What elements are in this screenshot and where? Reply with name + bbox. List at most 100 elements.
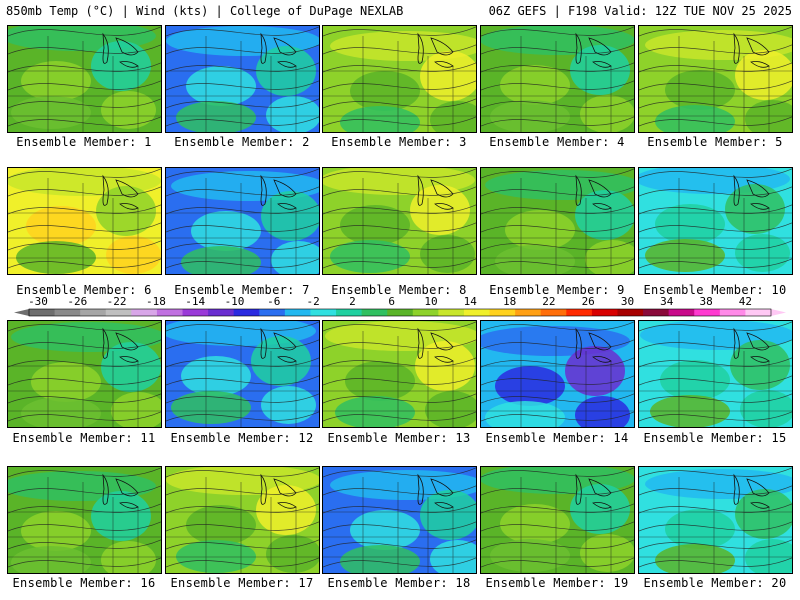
map-temperature-field [166,168,319,274]
map-temperature-field [481,168,634,274]
ensemble-map-panel [638,25,793,133]
ensemble-member-caption: Ensemble Member: 20 [643,576,787,590]
map-temperature-field [8,26,161,132]
ensemble-member-caption: Ensemble Member: 13 [327,431,471,445]
ensemble-map-panel [322,466,477,574]
map-temperature-field [481,26,634,132]
ensemble-map-panel [322,320,477,428]
colorbar-swatch [259,309,286,316]
map-temperature-field [8,168,161,274]
ensemble-map-panel [480,167,635,275]
colorbar-swatch [80,309,107,316]
ensemble-member-caption: Ensemble Member: 6 [16,283,152,297]
colorbar-tick-label: -26 [67,295,87,308]
ensemble-member-caption: Ensemble Member: 15 [643,431,787,445]
colorbar-tick-label: -22 [107,295,127,308]
colorbar-right-arrow [771,309,786,316]
colorbar-left-arrow [14,309,29,316]
map-temperature-field [8,467,161,573]
ensemble-map-panel [165,167,320,275]
colorbar-swatch [105,309,132,316]
header-right-title: 06Z GEFS | F198 Valid: 12Z TUE NOV 25 20… [488,4,792,18]
map-temperature-field [323,26,476,132]
colorbar-swatch [54,309,81,316]
ensemble-map-panel [7,466,162,574]
colorbar-swatch [361,309,388,316]
ensemble-map-panel [322,25,477,133]
colorbar-swatch [156,309,184,316]
map-temperature-field [166,321,319,427]
ensemble-member-caption: Ensemble Member: 2 [174,135,310,149]
colorbar-tick-label: -6 [267,295,280,308]
ensemble-member-caption: Ensemble Member: 9 [489,283,625,297]
colorbar-tick-label: 10 [424,295,437,308]
ensemble-member-caption: Ensemble Member: 4 [489,135,625,149]
colorbar-swatch [745,309,772,316]
colorbar-tick-label: -2 [306,295,319,308]
map-temperature-field [166,467,319,573]
ensemble-map-panel [165,25,320,133]
ensemble-member-caption: Ensemble Member: 14 [485,431,629,445]
colorbar-tick-label: 18 [503,295,516,308]
colorbar-swatch [336,309,363,316]
colorbar-tick-label: 42 [739,295,752,308]
map-temperature-field [639,321,792,427]
header-left-title: 850mb Temp (°C) | Wind (kts) | College o… [6,4,404,18]
map-temperature-field [639,168,792,274]
colorbar-tick-label: -30 [28,295,48,308]
map-temperature-field [8,321,161,427]
colorbar-tick-label: 6 [388,295,395,308]
ensemble-member-caption: Ensemble Member: 8 [331,283,467,297]
colorbar-swatch [387,309,414,316]
colorbar-swatch [463,309,491,316]
ensemble-map-panel [7,167,162,275]
colorbar-swatch [208,309,235,316]
ensemble-member-caption: Ensemble Member: 5 [647,135,783,149]
map-temperature-field [481,467,634,573]
colorbar-swatch [438,309,465,316]
colorbar-swatch [412,309,439,316]
map-temperature-field [323,467,476,573]
ensemble-member-caption: Ensemble Member: 19 [485,576,629,590]
colorbar-tick-label: -18 [146,295,166,308]
colorbar-swatch [694,309,721,316]
map-temperature-field [323,168,476,274]
map-temperature-field [639,467,792,573]
colorbar-swatch [591,309,618,316]
colorbar-tick-label: 14 [464,295,478,308]
colorbar-tick-label: 34 [660,295,674,308]
temperature-colorbar: -30 -26 -22 -18 -14 -10 -6 -2 2 6 10 14 18 22 26 30 34 38… [14,295,786,317]
colorbar-swatch [668,309,695,316]
ensemble-map-panel [638,320,793,428]
colorbar-swatch [284,309,311,316]
ensemble-map-panel [480,466,635,574]
colorbar-swatch [643,309,670,316]
colorbar-swatch [617,309,644,316]
ensemble-member-caption: Ensemble Member: 12 [170,431,314,445]
colorbar-tick-label: 26 [582,295,595,308]
colorbar-swatch [182,309,209,316]
colorbar-tick-label: -10 [225,295,245,308]
ensemble-map-panel [322,167,477,275]
ensemble-member-caption: Ensemble Member: 10 [643,283,787,297]
ensemble-map-panel [165,466,320,574]
colorbar-swatch [233,309,260,316]
ensemble-member-caption: Ensemble Member: 17 [170,576,314,590]
ensemble-map-panel [480,25,635,133]
ensemble-member-caption: Ensemble Member: 7 [174,283,310,297]
ensemble-map-panel [7,320,162,428]
colorbar-tick-label: 22 [542,295,555,308]
colorbar-swatch [310,309,337,316]
map-temperature-field [481,321,634,427]
ensemble-map-panel [165,320,320,428]
colorbar-tick-label: -14 [185,295,205,308]
ensemble-member-caption: Ensemble Member: 11 [12,431,156,445]
ensemble-map-panel [638,466,793,574]
ensemble-map-panel [480,320,635,428]
ensemble-member-caption: Ensemble Member: 1 [16,135,152,149]
colorbar-swatch [719,309,746,316]
map-temperature-field [166,26,319,132]
colorbar-swatch [489,309,516,316]
colorbar-swatch [29,309,56,316]
map-temperature-field [323,321,476,427]
